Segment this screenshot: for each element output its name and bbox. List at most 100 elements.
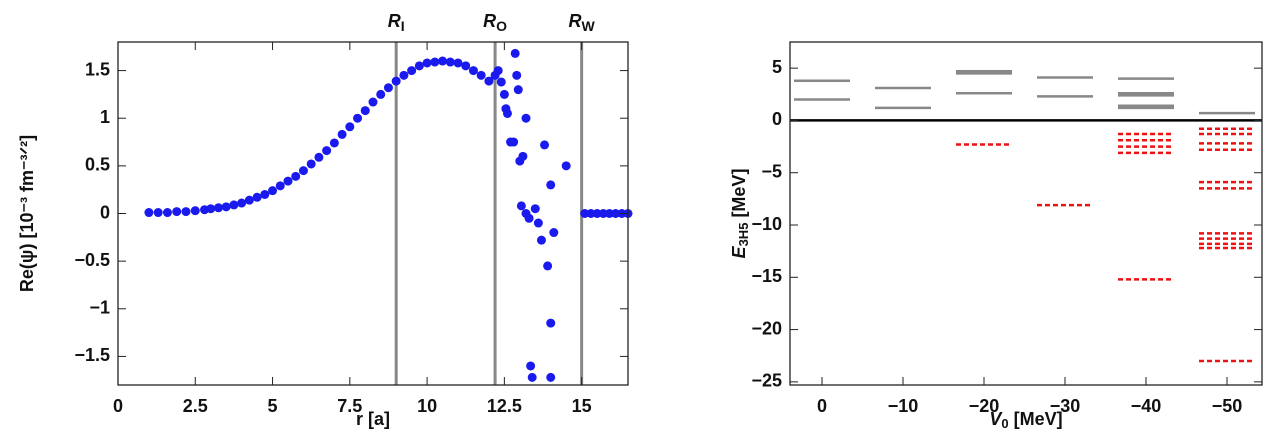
- data-point: [268, 186, 278, 196]
- data-point: [383, 83, 393, 93]
- data-point: [190, 206, 200, 216]
- label-unit: [MeV]: [729, 169, 749, 223]
- data-point: [298, 166, 308, 176]
- data-point: [275, 181, 285, 191]
- region-label-sub: O: [496, 18, 507, 34]
- y-tick-label: −10: [751, 214, 782, 234]
- label-sub: 3H5: [736, 223, 751, 247]
- data-point: [314, 152, 324, 162]
- y-tick-label: −5: [761, 161, 782, 181]
- label-sub: 0: [1001, 416, 1008, 431]
- y-tick-label: 0: [100, 202, 110, 222]
- data-point: [518, 151, 528, 161]
- x-tick-label: −50: [1212, 396, 1243, 416]
- y-tick-label: 5: [772, 57, 782, 77]
- x-axis-label: r [a]: [356, 409, 390, 429]
- data-point: [493, 66, 503, 76]
- data-point: [329, 138, 339, 148]
- data-point: [438, 56, 448, 66]
- x-tick-label: 0: [113, 396, 123, 416]
- x-tick-label: 2.5: [183, 396, 208, 416]
- data-point: [229, 200, 239, 210]
- y-tick-label: −25: [751, 371, 782, 391]
- data-point: [181, 207, 191, 217]
- data-point: [153, 208, 163, 218]
- data-point: [430, 57, 440, 67]
- data-point: [598, 209, 608, 218]
- y-tick-label: −1.5: [74, 345, 110, 365]
- data-point: [611, 209, 621, 218]
- data-point: [291, 171, 301, 181]
- x-tick-label: −40: [1131, 396, 1162, 416]
- data-point: [213, 203, 223, 213]
- label-unit: [MeV]: [1009, 409, 1063, 429]
- x-axis-label: V0 [MeV]: [989, 409, 1062, 432]
- data-point: [513, 85, 523, 95]
- data-point: [260, 189, 270, 199]
- data-point: [512, 70, 522, 80]
- x-tick-label: 12.5: [487, 396, 522, 416]
- data-point: [368, 97, 378, 107]
- data-point: [144, 208, 154, 218]
- data-point: [516, 201, 526, 211]
- data-point: [476, 70, 486, 80]
- x-tick-label: −10: [888, 396, 919, 416]
- data-point: [540, 140, 550, 150]
- data-point: [252, 192, 262, 202]
- data-point: [496, 77, 506, 87]
- x-tick-label: −20: [969, 396, 1000, 416]
- y-tick-label: −1: [89, 298, 110, 318]
- data-point: [162, 208, 172, 218]
- region-label-main: R: [388, 11, 401, 31]
- data-point: [453, 58, 463, 68]
- y-tick-label: −20: [751, 318, 782, 338]
- data-point: [283, 176, 293, 186]
- data-point: [521, 113, 531, 123]
- y-tick-label: 1: [100, 107, 110, 127]
- data-point: [306, 159, 316, 169]
- y-axis-label: Re(ψ) [10⁻³ fm⁻³ᐟ²]: [17, 135, 37, 292]
- data-point: [527, 372, 537, 382]
- data-point: [345, 122, 355, 132]
- x-tick-label: −30: [1050, 396, 1081, 416]
- data-point: [546, 318, 556, 328]
- x-tick-label: 7.5: [337, 396, 362, 416]
- data-point: [399, 70, 409, 80]
- data-point: [353, 113, 363, 123]
- label-main: E: [729, 245, 749, 258]
- data-point: [391, 76, 401, 86]
- data-point: [510, 48, 520, 58]
- data-point: [172, 207, 182, 217]
- data-point: [604, 209, 614, 218]
- data-point: [407, 66, 417, 76]
- data-point: [586, 209, 596, 218]
- region-label-main: R: [483, 11, 496, 31]
- region-label: RI: [388, 11, 405, 34]
- data-point: [337, 129, 347, 139]
- x-tick-label: 0: [817, 396, 827, 416]
- data-point: [530, 204, 540, 214]
- data-point: [244, 195, 254, 205]
- data-point: [536, 235, 546, 245]
- x-tick-label: 15: [572, 396, 592, 416]
- data-point: [561, 161, 571, 171]
- data-point: [206, 204, 216, 214]
- data-point: [422, 58, 432, 68]
- data-point: [543, 261, 553, 271]
- data-point: [502, 108, 512, 118]
- data-point: [499, 89, 509, 99]
- data-point: [592, 209, 602, 218]
- y-tick-label: −15: [751, 266, 782, 286]
- data-point: [533, 218, 543, 228]
- data-point: [237, 198, 247, 208]
- label-main: V: [989, 409, 1003, 429]
- data-point: [468, 66, 478, 76]
- region-label-main: R: [569, 11, 582, 31]
- data-point: [549, 228, 559, 238]
- data-point: [445, 57, 455, 67]
- data-point: [580, 209, 590, 218]
- data-point: [360, 106, 370, 116]
- region-label-sub: I: [401, 18, 405, 34]
- data-point: [546, 372, 556, 382]
- y-tick-label: 0.5: [85, 155, 110, 175]
